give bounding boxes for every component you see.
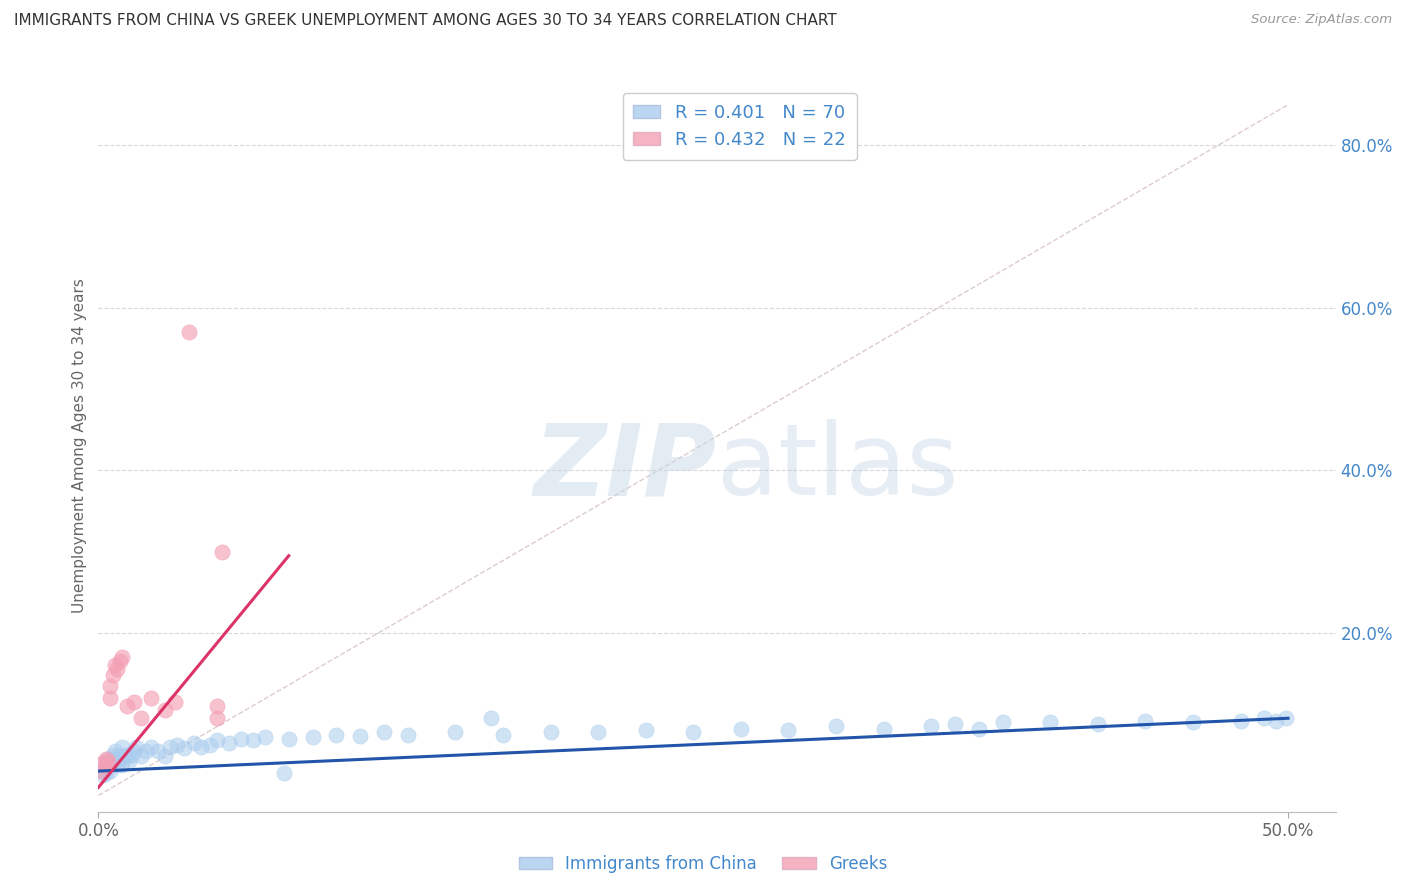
Point: [163, 695, 186, 709]
Point: [97, 757, 120, 772]
Point: [492, 727, 515, 741]
Point: [396, 727, 419, 741]
Point: [115, 699, 138, 714]
Point: [107, 749, 129, 764]
Point: [94, 760, 117, 774]
Point: [139, 739, 162, 754]
Point: [634, 723, 657, 738]
Point: [115, 749, 138, 764]
Point: [98, 679, 121, 693]
Point: [107, 663, 129, 677]
Point: [111, 739, 134, 754]
Point: [211, 544, 233, 558]
Point: [114, 747, 136, 762]
Point: [111, 650, 134, 665]
Text: Source: ZipAtlas.com: Source: ZipAtlas.com: [1251, 13, 1392, 27]
Point: [101, 757, 124, 772]
Point: [540, 725, 562, 739]
Point: [373, 725, 395, 739]
Point: [207, 733, 229, 747]
Point: [90, 764, 112, 778]
Point: [207, 711, 229, 725]
Point: [129, 749, 152, 764]
Point: [277, 731, 299, 746]
Point: [920, 719, 942, 733]
Point: [94, 757, 117, 772]
Point: [139, 690, 162, 705]
Point: [111, 757, 134, 772]
Point: [1274, 711, 1296, 725]
Point: [1229, 714, 1251, 728]
Point: [98, 755, 121, 769]
Point: [94, 765, 117, 780]
Point: [97, 752, 120, 766]
Point: [98, 764, 121, 778]
Point: [943, 717, 966, 731]
Point: [872, 722, 894, 736]
Point: [98, 690, 121, 705]
Point: [1181, 715, 1204, 730]
Point: [166, 738, 188, 752]
Point: [104, 658, 127, 673]
Point: [207, 699, 229, 714]
Point: [1253, 711, 1275, 725]
Point: [479, 711, 502, 725]
Point: [153, 749, 176, 764]
Legend: Immigrants from China, Greeks: Immigrants from China, Greeks: [512, 848, 894, 880]
Point: [190, 739, 212, 754]
Point: [1039, 715, 1062, 730]
Text: ZIP: ZIP: [534, 419, 717, 516]
Point: [200, 738, 222, 752]
Point: [218, 736, 240, 750]
Point: [94, 752, 117, 766]
Point: [1087, 717, 1109, 731]
Point: [101, 668, 124, 682]
Point: [991, 715, 1014, 730]
Point: [586, 725, 609, 739]
Point: [159, 739, 181, 754]
Point: [231, 731, 253, 746]
Legend: R = 0.401   N = 70, R = 0.432   N = 22: R = 0.401 N = 70, R = 0.432 N = 22: [623, 93, 856, 160]
Y-axis label: Unemployment Among Ages 30 to 34 years: Unemployment Among Ages 30 to 34 years: [72, 278, 87, 614]
Point: [129, 711, 152, 725]
Point: [91, 756, 114, 770]
Point: [253, 730, 276, 744]
Point: [444, 725, 467, 739]
Point: [183, 736, 205, 750]
Point: [273, 765, 295, 780]
Point: [1135, 714, 1157, 728]
Point: [91, 756, 114, 770]
Point: [349, 729, 371, 743]
Point: [101, 747, 124, 762]
Point: [104, 755, 127, 769]
Point: [682, 725, 704, 739]
Point: [122, 744, 145, 758]
Point: [90, 764, 112, 778]
Point: [730, 722, 752, 736]
Point: [122, 695, 145, 709]
Point: [118, 755, 141, 769]
Point: [967, 722, 990, 736]
Point: [177, 325, 200, 339]
Point: [242, 733, 264, 747]
Point: [1265, 714, 1288, 728]
Point: [146, 744, 169, 758]
Point: [97, 755, 120, 769]
Point: [778, 723, 800, 738]
Point: [104, 744, 127, 758]
Point: [825, 719, 848, 733]
Point: [107, 757, 129, 772]
Point: [125, 739, 148, 754]
Point: [121, 747, 143, 762]
Point: [108, 752, 131, 766]
Point: [91, 768, 114, 782]
Point: [108, 654, 131, 668]
Point: [173, 741, 195, 756]
Point: [325, 727, 347, 741]
Point: [153, 703, 176, 717]
Point: [135, 744, 157, 758]
Text: atlas: atlas: [717, 419, 959, 516]
Text: IMMIGRANTS FROM CHINA VS GREEK UNEMPLOYMENT AMONG AGES 30 TO 34 YEARS CORRELATIO: IMMIGRANTS FROM CHINA VS GREEK UNEMPLOYM…: [14, 13, 837, 29]
Point: [301, 730, 323, 744]
